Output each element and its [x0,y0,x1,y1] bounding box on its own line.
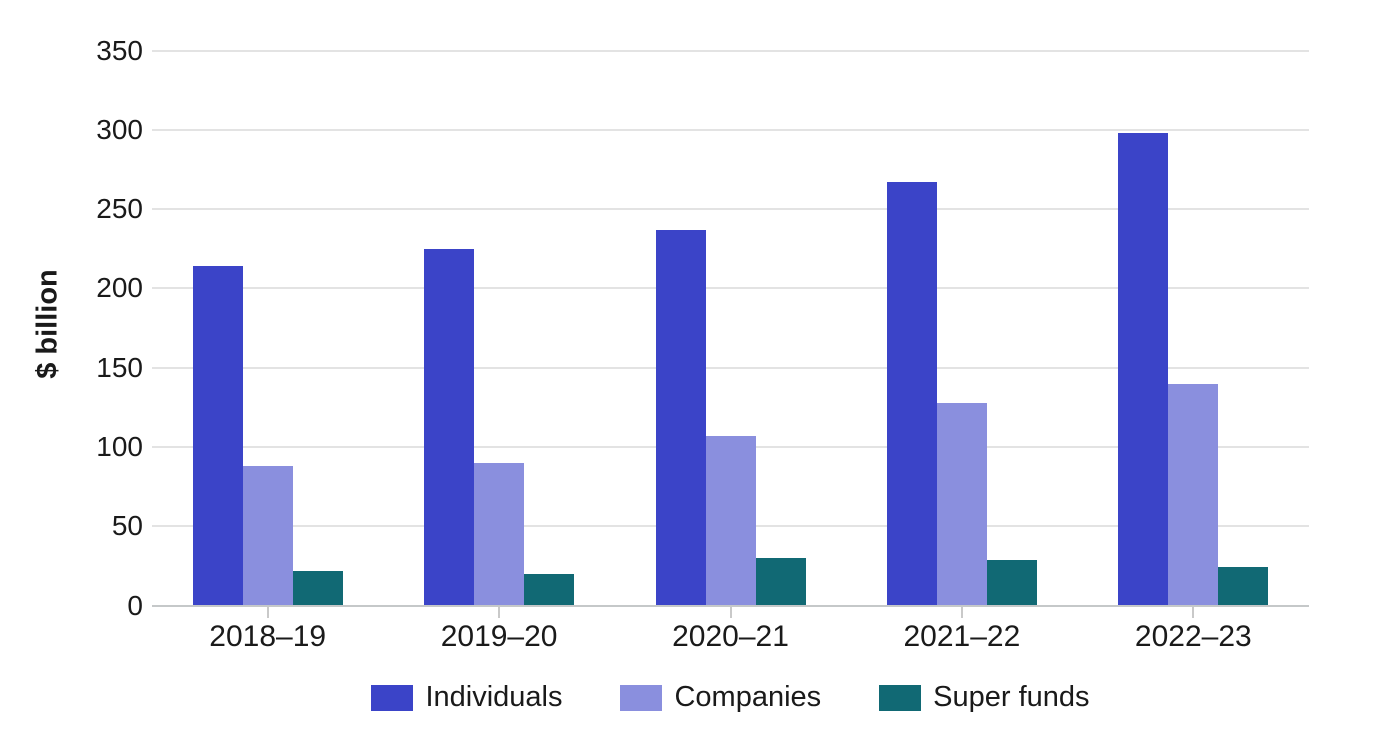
bar-super-funds [524,573,575,606]
y-tick-label: 250 [96,193,143,225]
x-tick [266,606,269,618]
y-tick-label: 200 [96,272,143,304]
bar-super-funds [1218,567,1269,606]
x-tick [729,606,732,618]
y-tick-label: 0 [127,589,143,621]
bar-individuals [655,229,706,606]
legend-item-super-funds: Super funds [879,681,1090,713]
legend-label: Super funds [933,681,1090,713]
bar-individuals [424,248,475,606]
bar-individuals [886,182,937,606]
bar-companies [242,465,293,606]
bar-companies [1168,383,1219,606]
y-tick-label: 300 [96,113,143,145]
legend-swatch [879,684,922,711]
gridline [152,49,1309,52]
legend-label: Individuals [425,681,563,713]
legend-label: Companies [674,681,822,713]
gridline [152,128,1309,131]
y-tick-label: 350 [96,34,143,66]
bar-super-funds [292,570,343,606]
legend-swatch [620,684,663,711]
legend: Individuals Companies Super funds [152,683,1309,712]
legend-item-companies: Companies [620,683,821,712]
x-tick-label: 2018–19 [209,620,327,653]
x-tick [498,606,501,618]
y-tick-label: 50 [111,510,143,542]
bar-super-funds [986,559,1037,606]
x-tick-label: 2022–23 [1134,620,1252,653]
bar-super-funds [755,557,806,606]
x-tick-label: 2021–22 [903,620,1021,653]
bar-companies [936,402,987,606]
gridline [152,287,1309,290]
x-tick-label: 2019–20 [440,620,558,653]
x-tick [1192,606,1195,618]
bar-companies [705,435,756,606]
gridline [152,208,1309,211]
bar-individuals [1118,132,1169,606]
legend-swatch [371,684,414,711]
x-tick-label: 2020–21 [672,620,789,653]
x-axis-line [152,604,1309,607]
gridline [152,366,1309,369]
legend-item-individuals: Individuals [371,683,562,712]
x-tick [960,606,963,618]
y-tick-label: 150 [96,351,143,383]
bar-individuals [192,266,243,606]
y-tick-label: 100 [96,430,143,462]
bar-companies [474,462,525,606]
